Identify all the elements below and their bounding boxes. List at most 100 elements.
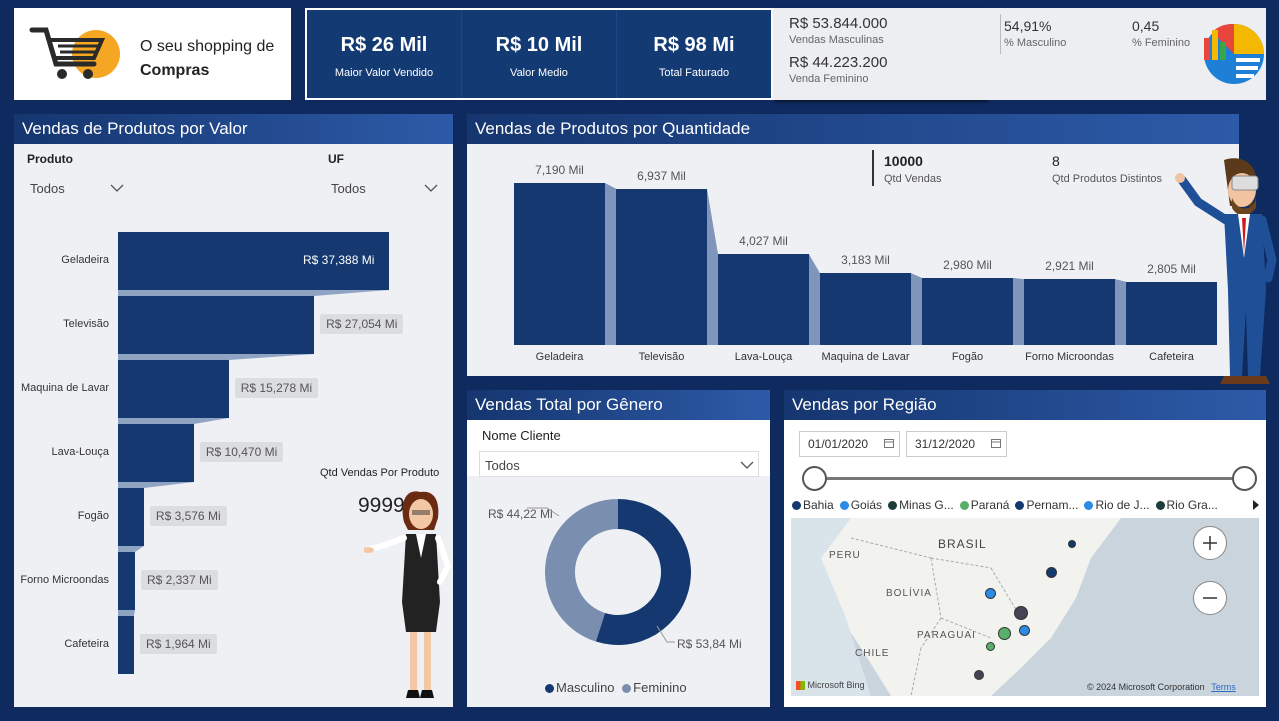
kpi-total-faturado: R$ 98 Mi Total Faturado — [616, 10, 771, 98]
funnel-bar[interactable] — [118, 296, 315, 354]
region-legend-item[interactable]: Bahia — [792, 498, 834, 512]
funnel-bar[interactable] — [118, 488, 144, 546]
date-start-input[interactable]: 01/01/2020 — [799, 431, 900, 457]
vendas-feminino-label: Venda Feminino — [789, 73, 869, 85]
vendas-masculinas-value: R$ 53.844.000 — [789, 15, 888, 32]
funnel-connector — [118, 546, 144, 552]
funnel-bar[interactable] — [118, 360, 229, 418]
valor-panel: Vendas de Produtos por Valor Produto Tod… — [14, 114, 453, 707]
donut-leader-line-masculino — [656, 625, 675, 643]
map-bubble-rio-grande-do-sul[interactable] — [974, 670, 984, 680]
quantity-value-label: 2,921 Mil — [1045, 259, 1094, 274]
region-map[interactable]: BRASIL PERU BOLÍVIA PARAGUAI CHILE Micro… — [791, 518, 1259, 696]
map-bubble-minas-gerais[interactable] — [1014, 606, 1028, 620]
legend-next-icon[interactable] — [1252, 500, 1260, 510]
quantity-bar[interactable] — [820, 273, 911, 345]
map-bubble-goias[interactable] — [985, 588, 996, 599]
genero-donut-chart — [527, 499, 691, 645]
divider — [872, 150, 874, 186]
vendas-masculinas-label: Vendas Masculinas — [789, 34, 884, 46]
map-bubble-sao-paulo[interactable] — [998, 627, 1011, 640]
terms-link[interactable]: Terms — [1211, 682, 1236, 692]
quantity-bar[interactable] — [616, 188, 707, 345]
funnel-category-label: Lava-Louça — [51, 446, 110, 458]
chevron-down-icon — [110, 184, 124, 192]
pct-masculino: 54,91% % Masculino — [1004, 18, 1066, 49]
quantity-category-label: Maquina de Lavar — [821, 351, 910, 363]
region-legend-item[interactable]: Goiás — [839, 498, 883, 512]
funnel-value-label: R$ 27,054 Mi — [320, 314, 404, 334]
logo-line2: Compras — [140, 62, 210, 79]
shopping-cart-icon — [29, 27, 120, 79]
legend-dot — [792, 501, 801, 511]
funnel-category-label: Forno Microondas — [20, 574, 109, 586]
valor-funnel-chart: Geladeira R$ 37,388 Mi Televisão R$ 27,054 … — [14, 230, 453, 680]
bing-text: Microsoft Bing — [807, 680, 865, 690]
ribbon-connector — [707, 188, 718, 345]
quantity-bar[interactable] — [1126, 281, 1217, 345]
date-end-value: 31/12/2020 — [915, 437, 976, 451]
filter-produto-dropdown[interactable]: Todos — [24, 176, 130, 200]
quantity-bar[interactable] — [922, 277, 1013, 345]
region-legend-item[interactable]: Rio de J... — [1084, 498, 1150, 512]
pct-feminino-label: % Feminino — [1132, 37, 1191, 49]
quantidade-panel-title: Vendas de Produtos por Quantidade — [467, 114, 1239, 144]
map-bubble-bahia[interactable] — [1046, 567, 1057, 578]
chevron-down-icon — [740, 461, 754, 469]
quantity-bar[interactable] — [1024, 279, 1115, 345]
date-end-input[interactable]: 31/12/2020 — [906, 431, 1007, 457]
calendar-icon — [884, 439, 894, 448]
map-zoom-in-button[interactable] — [1193, 526, 1227, 560]
vendas-feminino-value: R$ 44.223.200 — [789, 54, 888, 71]
map-bubble-rio-de-janeiro[interactable] — [1019, 625, 1030, 636]
funnel-category-label: Cafeteira — [64, 638, 109, 650]
region-legend-item[interactable]: Pernam... — [1015, 498, 1078, 512]
qtd-vendas-label: Qtd Vendas — [884, 173, 942, 185]
ribbon-connector — [1013, 277, 1024, 345]
kpi-label: Valor Medio — [510, 67, 568, 79]
map-copyright: © 2024 Microsoft Corporation Terms — [1087, 682, 1236, 692]
date-slider-track[interactable] — [814, 477, 1246, 480]
quantity-bar[interactable] — [514, 183, 605, 345]
map-label-bolivia: BOLÍVIA — [886, 588, 932, 599]
filter-nome-cliente-dropdown[interactable]: Todos — [479, 451, 759, 477]
date-slider-start-handle[interactable] — [802, 466, 827, 491]
ribbon-connector — [1115, 279, 1126, 345]
donut-slice-feminino[interactable] — [545, 499, 618, 642]
region-legend-label: Rio Gra... — [1166, 498, 1218, 512]
legend-masculino: Masculino — [556, 680, 615, 695]
filter-uf-dropdown[interactable]: Todos — [326, 176, 442, 200]
quantity-category-label: Fogão — [951, 351, 984, 363]
kpi-value: R$ 26 Mil — [340, 34, 428, 56]
map-zoom-out-button[interactable] — [1193, 581, 1227, 615]
map-bubble-parana[interactable] — [986, 642, 995, 651]
funnel-bar[interactable] — [118, 616, 134, 674]
date-slider-end-handle[interactable] — [1232, 466, 1257, 491]
funnel-value-label: R$ 15,278 Mi — [234, 378, 319, 398]
pct-feminino: 0,45 % Feminino — [1132, 18, 1190, 49]
quantity-value-label: 7,190 Mil — [535, 163, 584, 177]
quantity-bar[interactable] — [718, 254, 809, 345]
filter-nome-cliente-label: Nome Cliente — [482, 428, 561, 443]
qtd-vendas-produto-value: 9999 — [358, 494, 405, 517]
funnel-bar[interactable] — [118, 424, 194, 482]
region-legend-label: Minas G... — [899, 498, 954, 512]
filter-uf-label: UF — [328, 152, 344, 166]
funnel-value-label: R$ 37,388 Mi — [297, 250, 381, 270]
filter-nome-cliente-value: Todos — [485, 458, 520, 473]
region-legend-item[interactable]: Paraná — [959, 498, 1009, 512]
region-legend-item[interactable]: Minas G... — [888, 498, 954, 512]
region-legend-item[interactable]: Rio Gra... — [1155, 498, 1218, 512]
region-legend-label: Goiás — [850, 498, 883, 512]
kpi-valor-medio: R$ 10 Mil Valor Medio — [461, 10, 616, 98]
map-bubble-pernambuco[interactable] — [1068, 540, 1076, 548]
funnel-connector — [118, 418, 229, 424]
pct-masculino-value: 54,91% — [1004, 18, 1052, 34]
pct-masculino-label: % Masculino — [1004, 37, 1067, 49]
donut-slice-masculino[interactable] — [595, 499, 691, 645]
funnel-bar[interactable] — [118, 552, 135, 610]
filter-produto-value: Todos — [30, 181, 65, 196]
ribbon-connector — [911, 273, 922, 345]
legend-dot — [888, 501, 898, 511]
legend-dot — [839, 501, 849, 511]
